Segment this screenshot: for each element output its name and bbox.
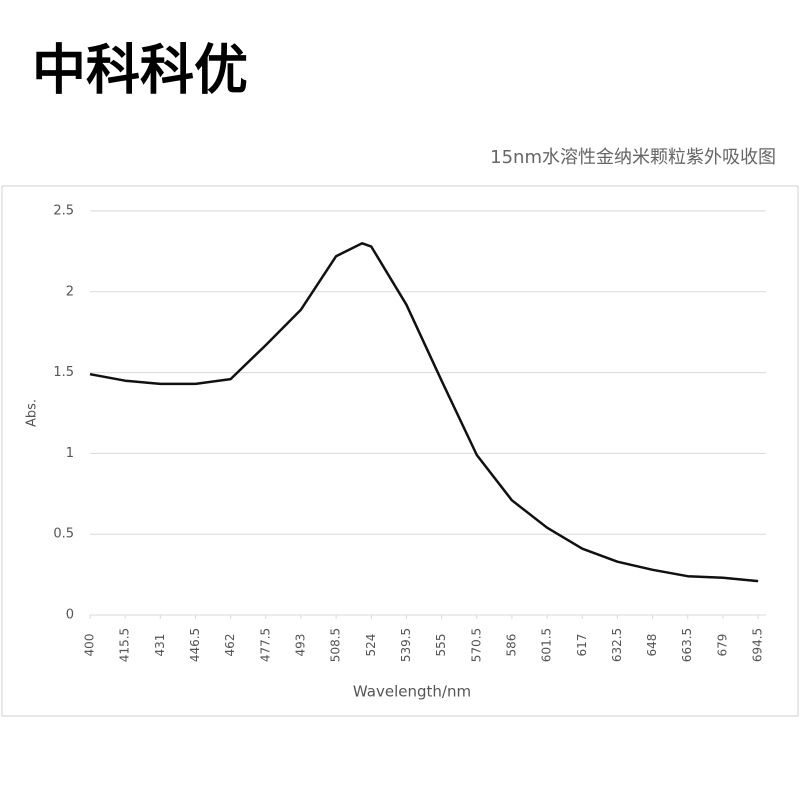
- x-tick-label: 632.5: [610, 628, 624, 662]
- x-tick-label: 617: [575, 634, 589, 657]
- x-tick-label: 694.5: [751, 628, 765, 662]
- y-tick-label: 2: [66, 284, 74, 299]
- data-line: [89, 242, 759, 583]
- x-tick-label: 462: [223, 634, 237, 657]
- x-tick-label: 508.5: [329, 628, 343, 662]
- x-tick-label: 586: [504, 634, 518, 657]
- x-tick-label: 663.5: [680, 628, 694, 662]
- y-tick-label: 1.5: [53, 365, 74, 380]
- x-axis-label: Wavelength/nm: [353, 683, 471, 701]
- x-tick-label: 400: [83, 634, 97, 657]
- y-axis-label: Abs.: [25, 399, 40, 427]
- y-tick-label: 0: [66, 608, 74, 623]
- x-tick-label: 679: [715, 634, 729, 657]
- x-tick-label: 601.5: [540, 628, 554, 662]
- y-tick-label: 2.5: [53, 204, 74, 219]
- x-tick-label: 555: [434, 634, 448, 657]
- x-tick-label: 493: [293, 634, 307, 657]
- y-tick-label: 0.5: [53, 527, 74, 542]
- chart-title: 15nm水溶性金纳米颗粒紫外吸收图: [490, 147, 776, 168]
- x-tick-label: 524: [364, 634, 378, 657]
- x-tick-label: 648: [645, 634, 659, 657]
- x-tick-label: 477.5: [258, 628, 272, 662]
- plot-frame: [1, 185, 799, 717]
- x-tick-label: 415.5: [118, 628, 132, 662]
- x-tick-label: 539.5: [399, 628, 413, 662]
- x-tick-label: 431: [153, 634, 167, 657]
- x-tick-label: 446.5: [188, 628, 202, 662]
- brand: 中科科优: [32, 39, 248, 102]
- x-tick-label: 570.5: [469, 628, 483, 662]
- y-tick-label: 1: [66, 446, 74, 461]
